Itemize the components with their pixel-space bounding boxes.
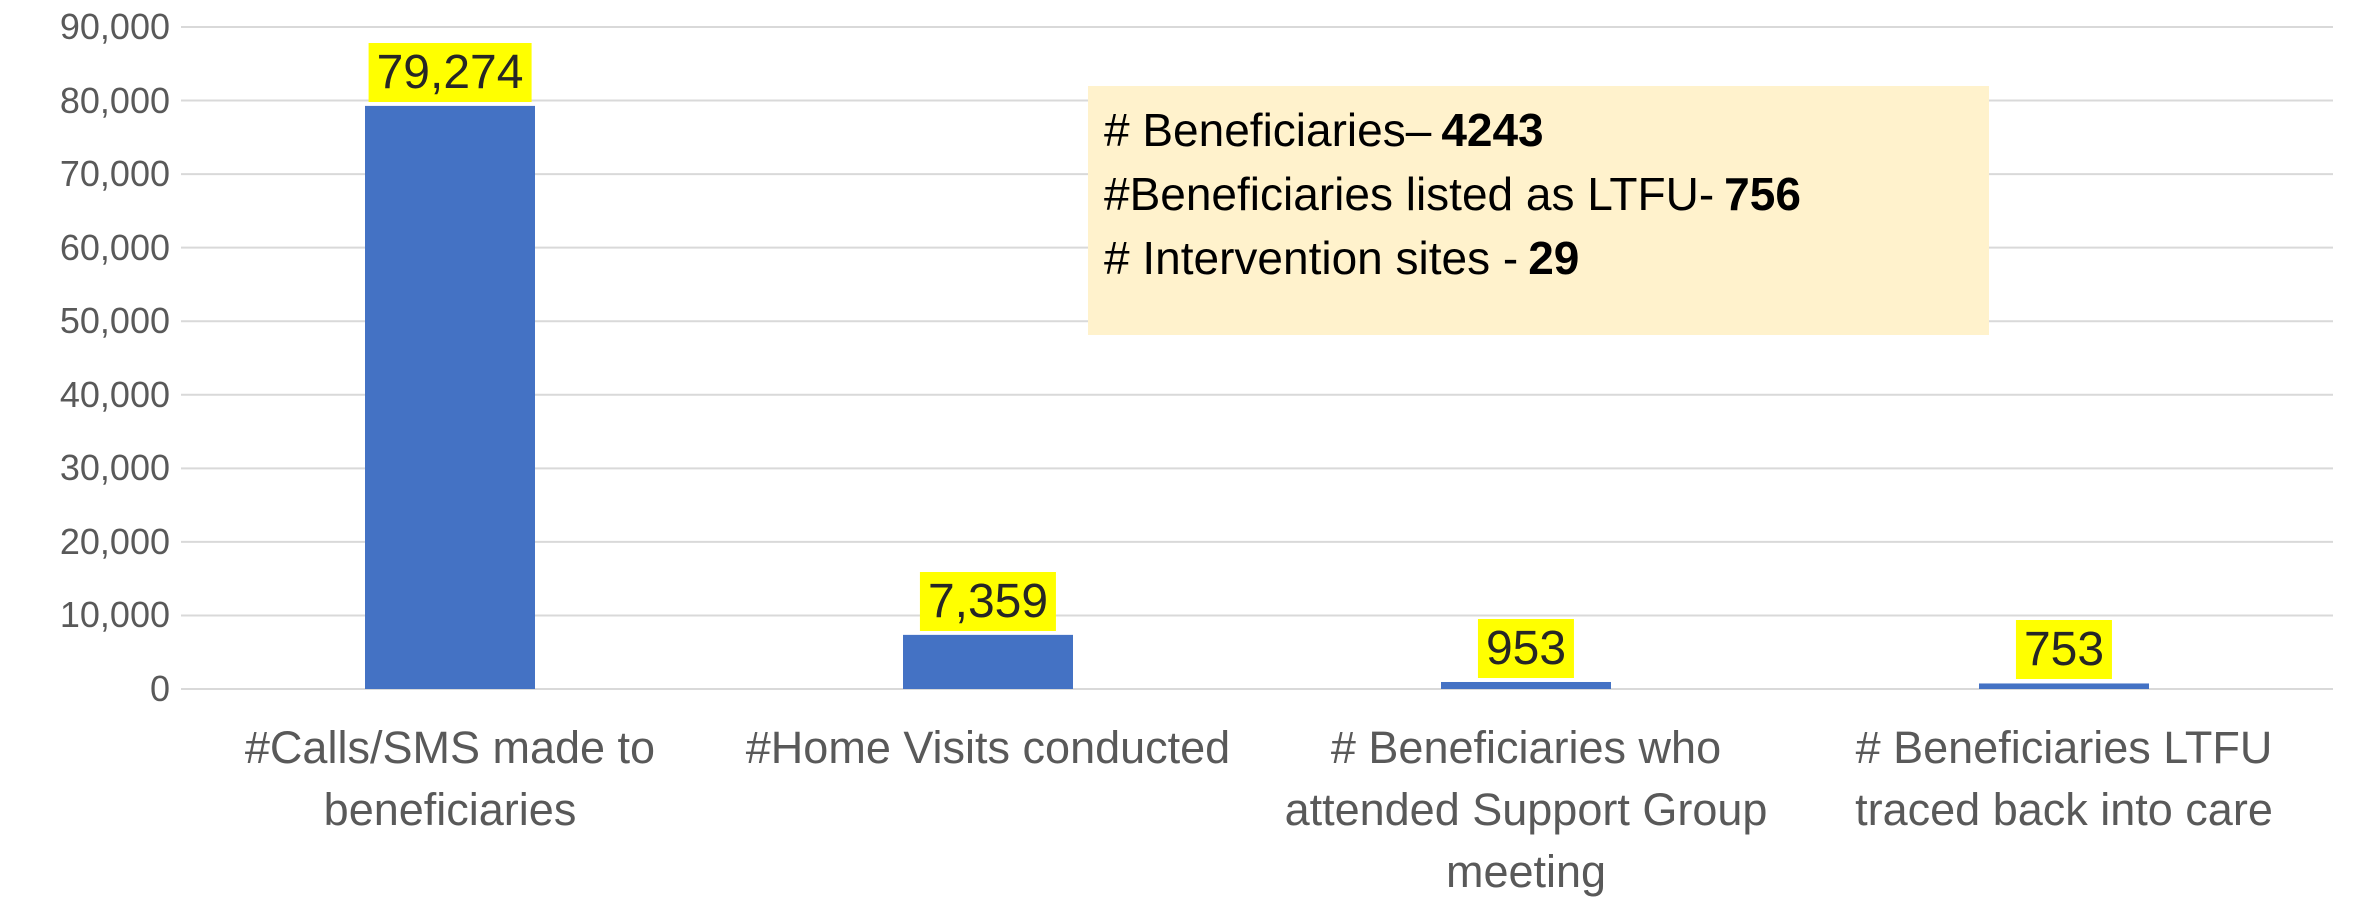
annotation-value: 756 [1724, 168, 1801, 220]
bar [903, 634, 1073, 689]
annotation-text: #Beneficiaries listed as LTFU- [1104, 168, 1715, 220]
y-tick-label: 50,000 [59, 300, 170, 342]
data-label: 953 [1477, 619, 1575, 678]
y-tick-label: 0 [149, 668, 170, 709]
y-tick-label: 10,000 [59, 594, 170, 636]
bar [1441, 681, 1611, 689]
data-label: 79,274 [368, 42, 532, 102]
annotation-text: # Intervention sites - [1104, 232, 1519, 284]
y-tick-label: 30,000 [59, 447, 170, 489]
bar [1979, 683, 2149, 689]
annotation-box: # Beneficiaries– 4243 #Beneficiaries liste… [1088, 86, 1989, 335]
annotation-line: #Beneficiaries listed as LTFU- 756 [1104, 162, 1973, 226]
y-tick-label: 70,000 [59, 153, 170, 195]
x-tick-label: #Calls/SMS made to beneficiaries [244, 722, 656, 836]
data-label: 7,359 [919, 571, 1057, 631]
y-tick-label: 40,000 [59, 373, 170, 415]
annotation-line: # Beneficiaries– 4243 [1104, 98, 1973, 162]
data-label: 753 [2015, 620, 2113, 680]
annotation-text: # Beneficiaries– [1104, 104, 1432, 156]
x-tick-label: # Beneficiaries who attended Support Gro… [1284, 722, 1768, 898]
annotation-line: # Intervention sites -29 [1104, 226, 1973, 290]
y-tick-label: 80,000 [59, 79, 170, 121]
x-tick-label: #Home Visits conducted [745, 722, 1231, 773]
y-tick-label: 20,000 [59, 520, 170, 562]
annotation-value: 4243 [1441, 104, 1544, 156]
bar [365, 105, 535, 689]
y-tick-label: 60,000 [59, 226, 170, 268]
annotation-value: 29 [1528, 232, 1580, 284]
y-tick-label: 90,000 [59, 6, 170, 47]
x-tick-label: # Beneficiaries LTFU traced back into ca… [1855, 722, 2273, 836]
